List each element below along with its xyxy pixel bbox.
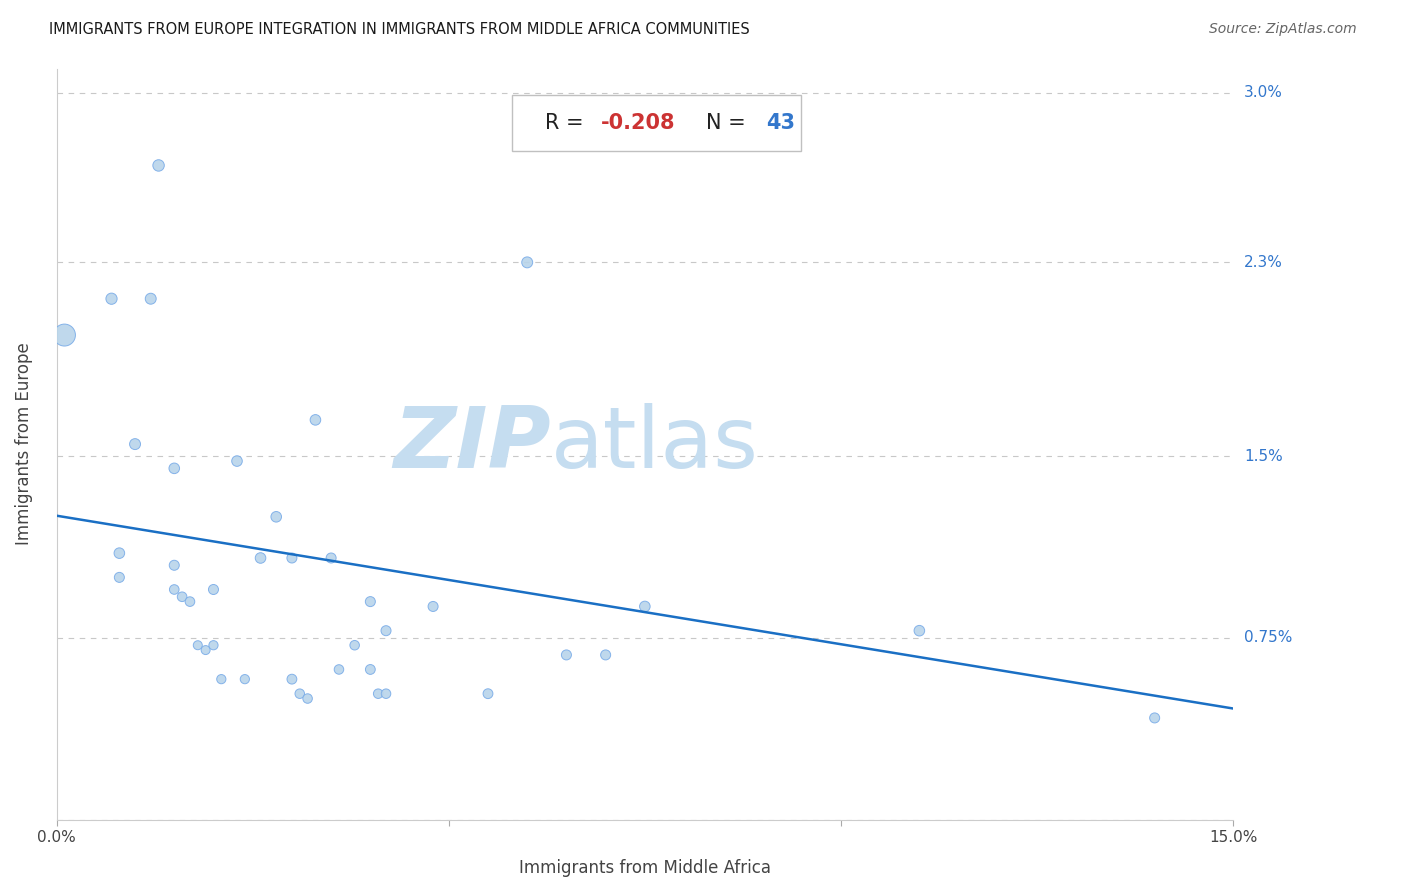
Point: [1143, 711, 1166, 725]
Y-axis label: Immigrants from Europe: Immigrants from Europe: [15, 343, 32, 546]
Point: [124, 437, 146, 451]
Point: [571, 134, 593, 148]
Text: -0.208: -0.208: [602, 113, 676, 133]
Text: atlas: atlas: [551, 402, 759, 485]
Point: [264, 509, 287, 524]
Point: [555, 648, 578, 662]
Text: N =: N =: [706, 113, 752, 133]
Point: [343, 638, 366, 652]
Text: Source: ZipAtlas.com: Source: ZipAtlas.com: [1209, 22, 1357, 37]
Point: [194, 643, 217, 657]
Point: [516, 255, 538, 269]
Point: [148, 158, 170, 172]
Point: [53, 328, 76, 343]
Point: [288, 687, 311, 701]
Point: [375, 687, 398, 701]
Point: [281, 672, 304, 686]
Point: [908, 624, 931, 638]
Point: [187, 638, 209, 652]
Point: [202, 582, 225, 597]
Point: [375, 624, 398, 638]
Text: R =: R =: [546, 113, 591, 133]
Point: [321, 551, 343, 566]
Point: [163, 461, 186, 475]
Point: [249, 551, 271, 566]
Text: IMMIGRANTS FROM EUROPE INTEGRATION IN IMMIGRANTS FROM MIDDLE AFRICA COMMUNITIES: IMMIGRANTS FROM EUROPE INTEGRATION IN IM…: [49, 22, 749, 37]
Point: [139, 292, 162, 306]
Point: [297, 691, 319, 706]
Point: [304, 413, 326, 427]
Point: [281, 551, 304, 566]
Point: [328, 663, 350, 677]
Point: [108, 546, 131, 560]
Point: [172, 590, 194, 604]
FancyBboxPatch shape: [513, 95, 801, 151]
Text: 43: 43: [766, 113, 794, 133]
Point: [209, 672, 232, 686]
Point: [634, 599, 657, 614]
Point: [163, 558, 186, 573]
Text: 2.3%: 2.3%: [1244, 255, 1284, 270]
Point: [359, 594, 381, 608]
Point: [422, 599, 444, 614]
Point: [233, 672, 256, 686]
Point: [477, 687, 499, 701]
X-axis label: Immigrants from Middle Africa: Immigrants from Middle Africa: [519, 859, 770, 877]
Point: [226, 454, 249, 468]
Point: [202, 638, 225, 652]
Text: ZIP: ZIP: [394, 402, 551, 485]
Point: [163, 582, 186, 597]
Text: 1.5%: 1.5%: [1244, 449, 1282, 464]
Text: 0.75%: 0.75%: [1244, 631, 1292, 646]
Point: [100, 292, 122, 306]
Point: [179, 594, 201, 608]
Point: [359, 663, 381, 677]
Point: [108, 570, 131, 584]
Text: 3.0%: 3.0%: [1244, 86, 1284, 100]
Point: [367, 687, 389, 701]
Point: [595, 648, 617, 662]
